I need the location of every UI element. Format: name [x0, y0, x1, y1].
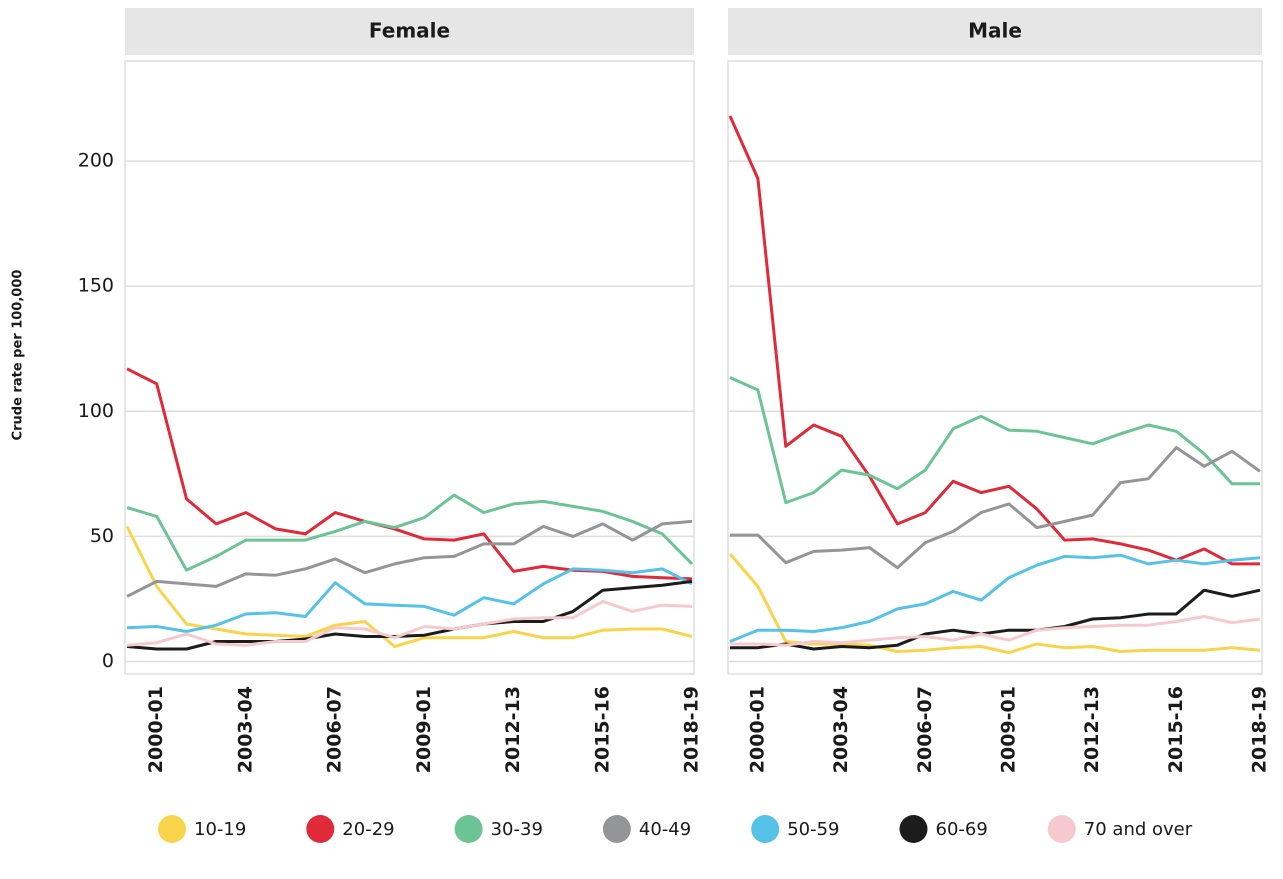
legend-swatch — [158, 815, 186, 843]
x-tick-label: 2015-16 — [1165, 686, 1187, 773]
legend-label: 70 and over — [1084, 819, 1193, 840]
legend-label: 60-69 — [936, 819, 988, 840]
legend-swatch — [751, 815, 780, 843]
x-tick-label: 2012-13 — [502, 686, 524, 773]
series-line — [126, 599, 693, 647]
x-tick-label: 2012-13 — [1081, 686, 1103, 773]
series-line — [126, 493, 694, 572]
series-line — [728, 552, 1261, 655]
x-tick-label: 2018-19 — [681, 686, 703, 773]
x-tick-label: 2003-04 — [830, 686, 852, 773]
y-tick-label: 0 — [102, 650, 114, 672]
y-axis-label: Crude rate per 100,000 — [11, 270, 26, 441]
panel-frame — [727, 60, 1263, 675]
series-line — [126, 519, 693, 598]
panel-title: Female — [369, 19, 450, 43]
x-tick-label: 2009-01 — [413, 686, 435, 773]
x-tick-label: 2009-01 — [997, 686, 1019, 773]
x-tick-label: 2003-04 — [234, 686, 256, 773]
legend-swatch — [899, 815, 928, 843]
series-line — [126, 579, 693, 651]
panel-strip — [728, 8, 1262, 55]
x-tick-label: 2006-07 — [914, 686, 936, 773]
panel-title: Male — [968, 19, 1022, 43]
legend-label: 30-39 — [491, 819, 543, 840]
y-tick-label: 50 — [90, 525, 114, 547]
x-tick-label: 2018-19 — [1249, 686, 1271, 773]
panel-frame — [124, 60, 695, 675]
series-line — [126, 567, 693, 633]
x-tick-label: 2015-16 — [591, 686, 613, 773]
legend-swatch — [306, 815, 335, 843]
legend-label: 20-29 — [342, 819, 394, 840]
series-line — [125, 525, 693, 648]
y-tick-label: 200 — [78, 150, 114, 172]
legend-swatch — [602, 815, 631, 843]
series-line — [730, 588, 1261, 651]
legend-swatch — [454, 815, 483, 843]
panel-strip — [125, 8, 694, 55]
x-tick-label: 2000-01 — [145, 686, 167, 773]
y-tick-label: 150 — [78, 275, 114, 297]
y-tick-label: 100 — [78, 400, 114, 422]
series-line — [728, 115, 1260, 566]
legend-swatch — [1047, 815, 1076, 843]
legend-label: 50-59 — [787, 819, 839, 840]
x-tick-label: 2000-01 — [746, 686, 768, 773]
series-line — [730, 615, 1261, 647]
legend-label: 40-49 — [639, 819, 691, 840]
series-line — [730, 446, 1261, 570]
series-line — [729, 553, 1261, 643]
legend-label: 10-19 — [194, 819, 246, 840]
x-tick-label: 2006-07 — [324, 686, 346, 773]
series-line — [729, 376, 1260, 505]
